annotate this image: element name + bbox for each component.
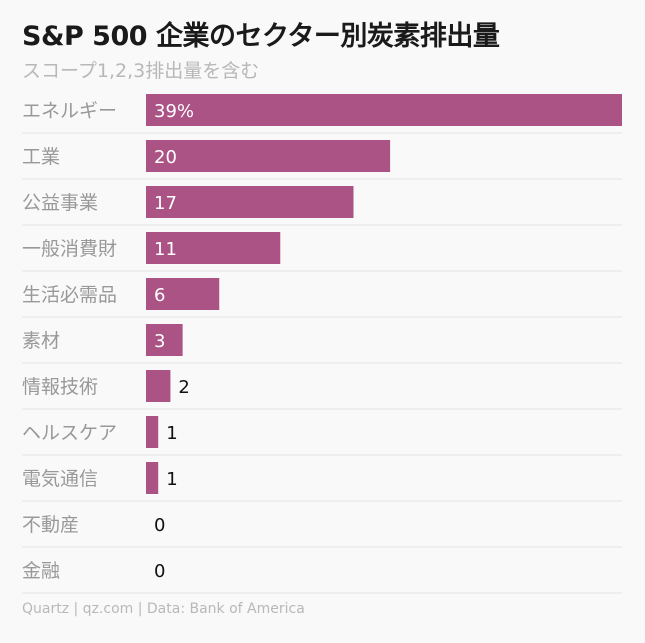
data-label: 1 (166, 423, 177, 444)
data-label: 2 (178, 377, 189, 398)
category-label: 公益事業 (22, 192, 98, 214)
category-label: 素材 (22, 330, 60, 352)
data-label: 6 (154, 285, 165, 306)
category-label: 金融 (22, 560, 60, 582)
bar (146, 278, 220, 310)
category-label: 電気通信 (22, 468, 98, 490)
category-label: 不動産 (22, 514, 79, 536)
bar (146, 140, 391, 172)
bar (146, 94, 622, 126)
source-footer: Quartz | qz.com | Data: Bank of America (22, 601, 305, 617)
chart-subtitle: スコープ1,2,3排出量を含む (22, 60, 260, 82)
category-label: エネルギー (22, 100, 117, 122)
data-label: 11 (154, 239, 177, 260)
category-label: 生活必需品 (22, 284, 117, 306)
category-label: 情報技術 (22, 376, 98, 398)
data-label: 0 (154, 561, 165, 582)
category-label: 一般消費財 (22, 238, 117, 260)
bar (146, 416, 159, 448)
bar (146, 462, 159, 494)
data-label: 20 (154, 147, 177, 168)
data-label: 39% (154, 101, 194, 122)
data-label: 0 (154, 515, 165, 536)
bar (146, 186, 354, 218)
chart-title: S&P 500 企業のセクター別炭素排出量 (22, 21, 500, 52)
data-label: 1 (166, 469, 177, 490)
category-label: ヘルスケア (22, 422, 117, 444)
bar (146, 232, 281, 264)
bar (146, 370, 171, 402)
data-label: 3 (154, 331, 165, 352)
data-label: 17 (154, 193, 177, 214)
bar (146, 324, 183, 356)
category-label: 工業 (22, 146, 60, 168)
